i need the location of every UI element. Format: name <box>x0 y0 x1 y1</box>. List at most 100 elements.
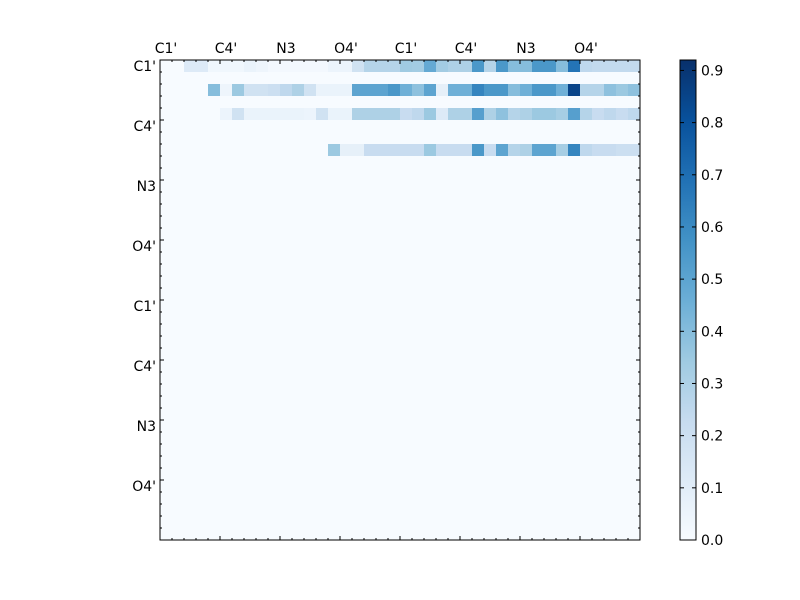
heatmap-cell <box>304 468 317 481</box>
heatmap-cell <box>412 216 425 229</box>
heatmap-cell <box>376 372 389 385</box>
heatmap-cell <box>232 108 245 121</box>
heatmap-cell <box>220 420 233 433</box>
heatmap-cell <box>604 204 617 217</box>
heatmap-cell <box>280 420 293 433</box>
heatmap-cell <box>532 168 545 181</box>
heatmap-cell <box>496 528 509 541</box>
heatmap-cell <box>160 432 173 445</box>
heatmap-cell <box>616 228 629 241</box>
heatmap-cell <box>376 84 389 97</box>
heatmap-cell <box>484 72 497 85</box>
heatmap-cell <box>424 168 437 181</box>
heatmap-cell <box>604 468 617 481</box>
heatmap-cell <box>520 516 533 529</box>
heatmap-cell <box>508 336 521 349</box>
heatmap-cell <box>520 204 533 217</box>
heatmap-cell <box>628 360 641 373</box>
heatmap-cell <box>592 348 605 361</box>
heatmap-cell <box>508 144 521 157</box>
heatmap-cell <box>580 432 593 445</box>
heatmap-cell <box>364 492 377 505</box>
heatmap-cell <box>556 180 569 193</box>
heatmap-cell <box>460 528 473 541</box>
heatmap-cell <box>412 192 425 205</box>
heatmap-cell <box>208 504 221 517</box>
heatmap-cell <box>424 192 437 205</box>
heatmap-cell <box>280 456 293 469</box>
heatmap-cell <box>184 192 197 205</box>
heatmap-cell <box>160 120 173 133</box>
heatmap-cell <box>232 480 245 493</box>
heatmap-cell <box>208 360 221 373</box>
heatmap-cell <box>556 156 569 169</box>
heatmap-cell <box>472 72 485 85</box>
heatmap-cell <box>580 384 593 397</box>
heatmap-cell <box>280 192 293 205</box>
heatmap-cell <box>556 228 569 241</box>
heatmap-cell <box>172 240 185 253</box>
heatmap-cell <box>160 420 173 433</box>
colorbar-tick-label: 0.6 <box>701 220 723 236</box>
heatmap-cell <box>460 204 473 217</box>
heatmap-cell <box>496 96 509 109</box>
heatmap-cell <box>568 192 581 205</box>
heatmap-cell <box>304 372 317 385</box>
heatmap-cell <box>304 156 317 169</box>
heatmap-cell <box>568 408 581 421</box>
heatmap-cell <box>208 60 221 73</box>
heatmap-cell <box>448 336 461 349</box>
heatmap-cell <box>496 168 509 181</box>
heatmap-cell <box>400 144 413 157</box>
heatmap-cell <box>592 144 605 157</box>
heatmap-cell <box>172 480 185 493</box>
heatmap-cell <box>208 444 221 457</box>
heatmap-cell <box>496 180 509 193</box>
heatmap-cell <box>172 408 185 421</box>
heatmap-cell <box>256 276 269 289</box>
heatmap-cell <box>580 528 593 541</box>
heatmap-cell <box>484 228 497 241</box>
heatmap-cell <box>160 60 173 73</box>
y-tick-label: C4' <box>133 119 156 135</box>
heatmap-cell <box>556 300 569 313</box>
heatmap-cell <box>304 444 317 457</box>
heatmap-cell <box>376 204 389 217</box>
heatmap-cell <box>556 264 569 277</box>
heatmap-cell <box>412 336 425 349</box>
heatmap-cell <box>280 156 293 169</box>
heatmap-cell <box>208 228 221 241</box>
heatmap-cell <box>448 192 461 205</box>
heatmap-cell <box>568 264 581 277</box>
heatmap-cell <box>592 216 605 229</box>
colorbar-tick-label: 0.3 <box>701 376 723 392</box>
heatmap-cell <box>580 180 593 193</box>
heatmap-cell <box>340 408 353 421</box>
heatmap-cell <box>448 300 461 313</box>
heatmap-cell <box>340 336 353 349</box>
heatmap-cell <box>304 132 317 145</box>
heatmap-cell <box>604 228 617 241</box>
heatmap-cell <box>352 504 365 517</box>
heatmap-cell <box>556 432 569 445</box>
heatmap-cell <box>484 336 497 349</box>
heatmap-cell <box>616 528 629 541</box>
heatmap-cell <box>592 300 605 313</box>
heatmap-cell <box>604 348 617 361</box>
heatmap-cell <box>532 144 545 157</box>
heatmap-cell <box>472 84 485 97</box>
heatmap-cell <box>532 276 545 289</box>
heatmap-cell <box>556 192 569 205</box>
heatmap-cell <box>544 516 557 529</box>
heatmap-cell <box>580 396 593 409</box>
heatmap-cell <box>436 384 449 397</box>
heatmap-cell <box>220 324 233 337</box>
heatmap-cell <box>232 84 245 97</box>
heatmap-cell <box>448 264 461 277</box>
heatmap-cell <box>316 276 329 289</box>
heatmap-cell <box>160 348 173 361</box>
heatmap-cell <box>460 72 473 85</box>
heatmap-cell <box>496 492 509 505</box>
heatmap-cell <box>580 192 593 205</box>
plot-frame <box>159 59 641 541</box>
